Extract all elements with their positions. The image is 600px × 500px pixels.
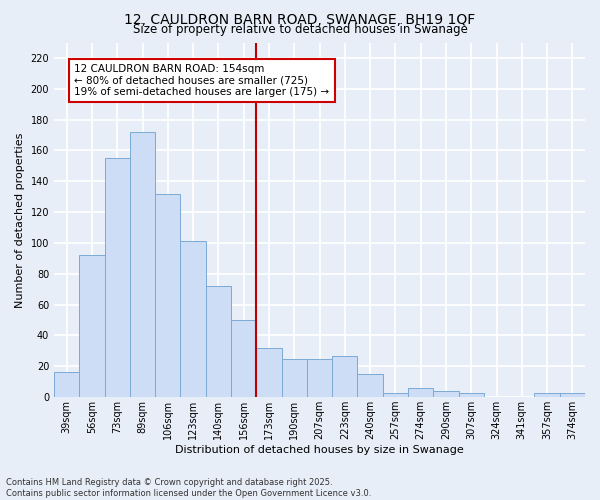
Bar: [79, 256, 104, 397]
Text: Contains HM Land Registry data © Crown copyright and database right 2025.
Contai: Contains HM Land Registry data © Crown c…: [6, 478, 371, 498]
Bar: [231, 320, 256, 397]
Bar: [104, 158, 130, 397]
Y-axis label: Number of detached properties: Number of detached properties: [15, 132, 25, 308]
Text: 12 CAULDRON BARN ROAD: 154sqm
← 80% of detached houses are smaller (725)
19% of : 12 CAULDRON BARN ROAD: 154sqm ← 80% of d…: [74, 64, 329, 98]
Bar: [256, 348, 281, 397]
Bar: [433, 391, 458, 397]
Bar: [54, 372, 79, 397]
X-axis label: Distribution of detached houses by size in Swanage: Distribution of detached houses by size …: [175, 445, 464, 455]
Bar: [181, 242, 206, 397]
Bar: [535, 392, 560, 397]
Bar: [155, 194, 181, 397]
Bar: [383, 392, 408, 397]
Bar: [358, 374, 383, 397]
Bar: [281, 358, 307, 397]
Text: Size of property relative to detached houses in Swanage: Size of property relative to detached ho…: [133, 22, 467, 36]
Bar: [332, 356, 358, 397]
Text: 12, CAULDRON BARN ROAD, SWANAGE, BH19 1QF: 12, CAULDRON BARN ROAD, SWANAGE, BH19 1Q…: [124, 12, 476, 26]
Bar: [408, 388, 433, 397]
Bar: [206, 286, 231, 397]
Bar: [130, 132, 155, 397]
Bar: [458, 392, 484, 397]
Bar: [307, 358, 332, 397]
Bar: [560, 392, 585, 397]
